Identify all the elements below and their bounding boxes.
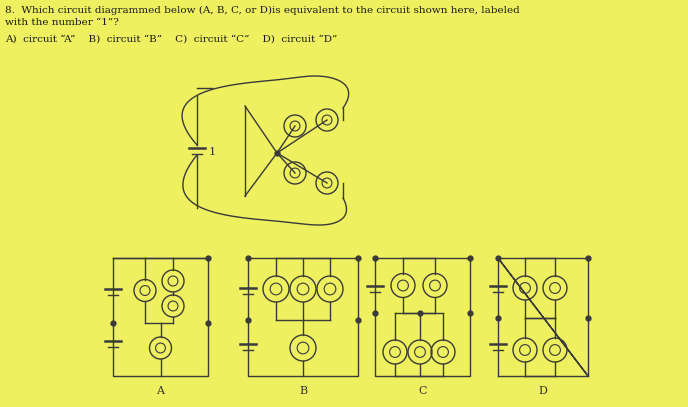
Text: 1: 1: [209, 147, 216, 157]
Text: A)  circuit “A”    B)  circuit “B”    C)  circuit “C”    D)  circuit “D”: A) circuit “A” B) circuit “B” C) circuit…: [5, 35, 337, 44]
Text: C: C: [418, 386, 427, 396]
Text: B: B: [299, 386, 307, 396]
Text: with the number “1”?: with the number “1”?: [5, 18, 119, 27]
Text: D: D: [539, 386, 548, 396]
Text: A: A: [156, 386, 164, 396]
Text: 8.  Which circuit diagrammed below (A, B, C, or D)is equivalent to the circuit s: 8. Which circuit diagrammed below (A, B,…: [5, 6, 519, 15]
